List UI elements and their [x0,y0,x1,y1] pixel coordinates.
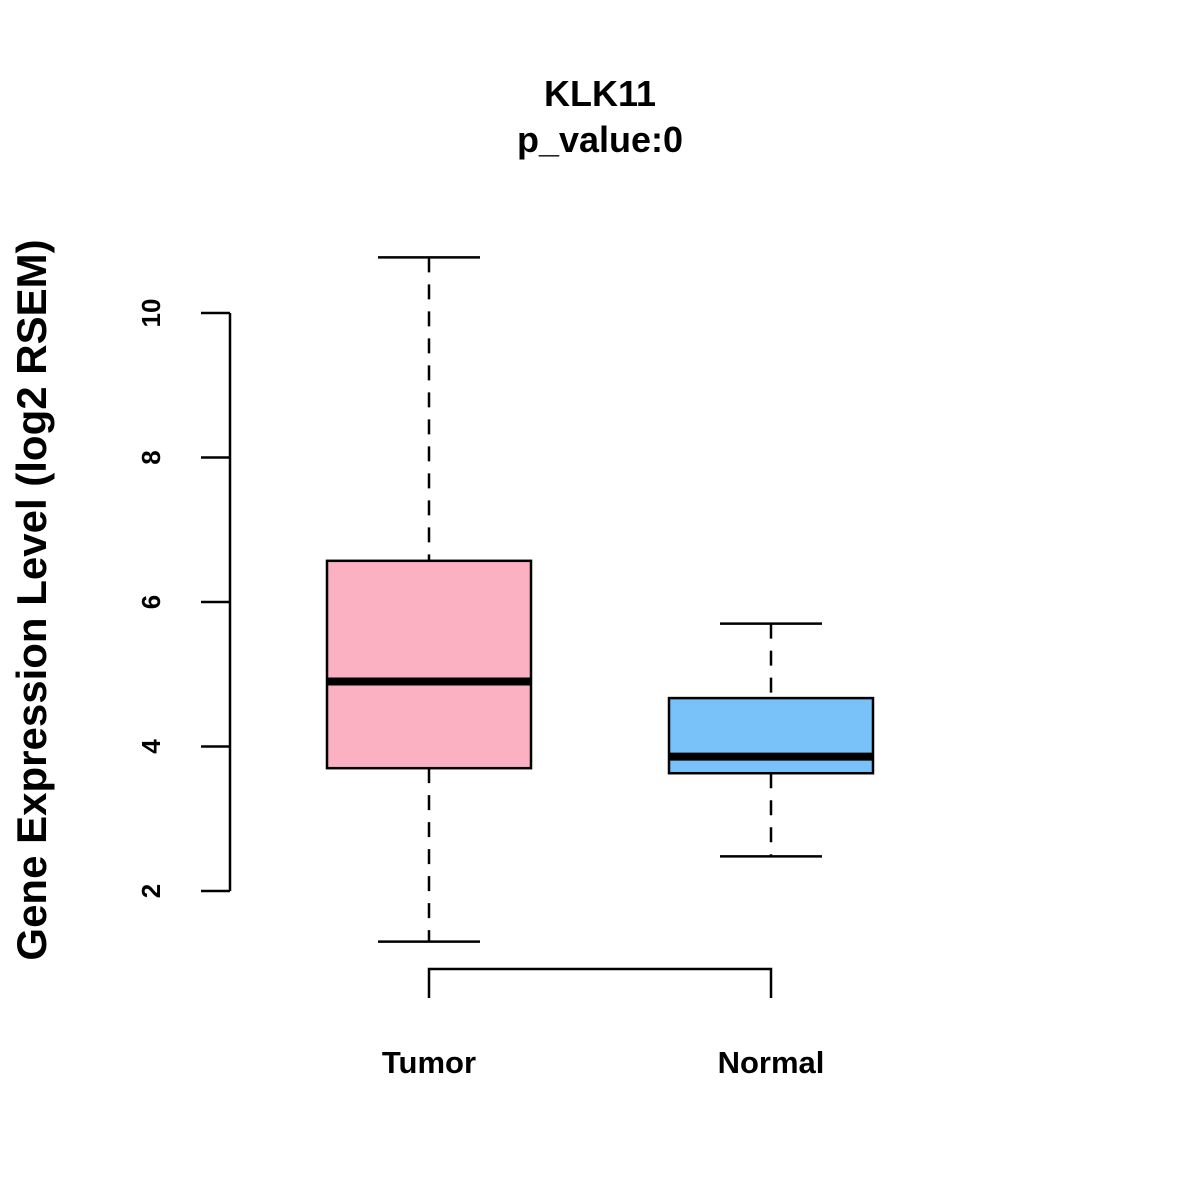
iqr-box [325,559,533,770]
bracket-line [427,967,773,998]
comparison-bracket [427,967,773,998]
y-tick-label: 10 [136,299,166,328]
y-axis: 2 4 6 8 10 [136,299,232,898]
box-normal [667,622,875,858]
box-tumor [325,256,533,943]
box-group [325,256,875,943]
y-axis-label: Gene Expression Level (log2 RSEM) [8,239,55,960]
category-label-normal: Normal [718,1045,825,1080]
x-axis-labels: Tumor Normal [382,1045,824,1080]
y-tick-label: 4 [136,739,166,754]
y-tick-label: 8 [136,450,166,464]
y-tick-label: 2 [136,884,166,898]
category-label-tumor: Tumor [382,1045,476,1080]
iqr-box [667,696,875,775]
chart-subtitle: p_value:0 [517,119,683,160]
y-tick-label: 6 [136,595,166,609]
chart-title: KLK11 [544,73,656,114]
